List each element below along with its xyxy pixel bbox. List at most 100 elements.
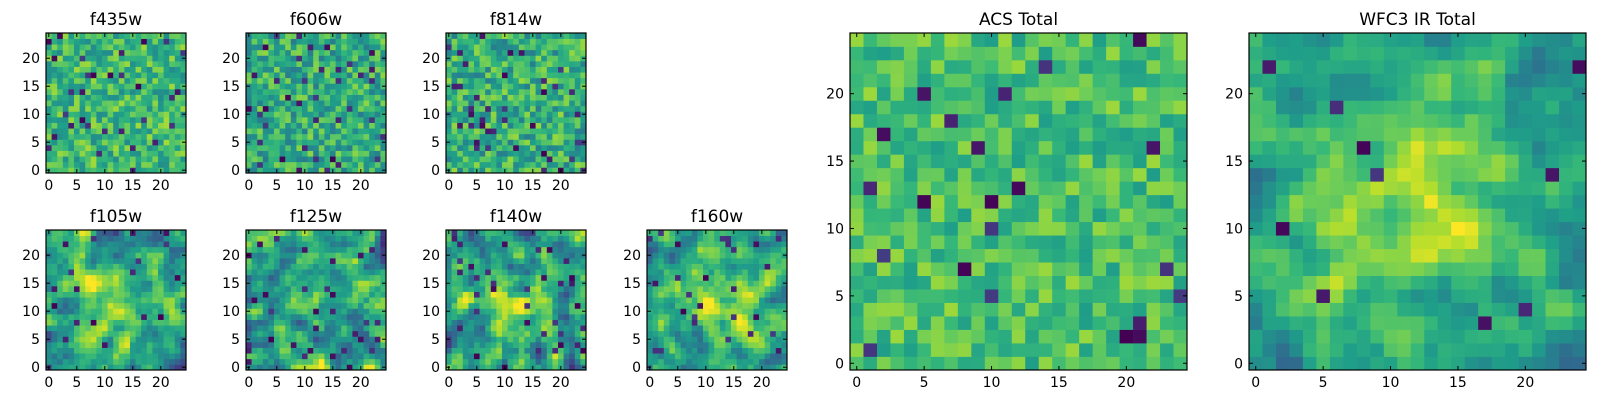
heatmap-cell xyxy=(714,330,721,337)
heatmap-cell xyxy=(759,269,765,276)
heatmap-cell xyxy=(290,105,297,112)
heatmap-cell xyxy=(462,55,469,62)
heatmap-cell xyxy=(352,133,359,140)
heatmap-cell xyxy=(163,230,170,236)
heatmap-cell xyxy=(479,353,486,360)
heatmap-cell xyxy=(174,38,181,45)
heatmap-cell xyxy=(574,161,581,168)
heatmap-cell xyxy=(285,38,292,45)
heatmap-cell xyxy=(708,230,715,236)
heatmap-cell xyxy=(541,325,548,332)
heatmap-cell xyxy=(714,269,721,276)
heatmap-cell xyxy=(251,336,258,343)
heatmap-cell xyxy=(876,356,891,371)
heatmap-cell xyxy=(490,330,497,337)
heatmap-cell xyxy=(944,221,959,236)
heatmap-cell xyxy=(107,77,114,84)
heatmap-cell xyxy=(279,319,286,326)
heatmap-cell xyxy=(446,122,452,129)
heatmap-cell xyxy=(169,61,176,67)
heatmap-cell xyxy=(279,347,286,354)
heatmap-cell xyxy=(169,263,176,270)
heatmap-cell xyxy=(341,145,348,151)
heatmap-cell xyxy=(686,336,693,343)
heatmap-cell xyxy=(380,105,387,112)
heatmap-cell xyxy=(251,230,258,236)
heatmap-cell xyxy=(118,269,125,276)
heatmap-cell xyxy=(490,83,497,90)
heatmap-cell xyxy=(68,38,75,45)
heatmap-cell xyxy=(736,347,743,354)
heatmap-cell xyxy=(85,258,92,264)
heatmap-cell xyxy=(180,274,187,281)
heatmap-cell xyxy=(569,33,576,39)
heatmap-cell xyxy=(513,314,520,320)
heatmap-cell xyxy=(46,44,52,51)
y-tick-label: 20 xyxy=(422,51,440,67)
heatmap-cell xyxy=(124,269,131,276)
heatmap-cell xyxy=(257,33,264,39)
heatmap-cell xyxy=(502,139,508,146)
heatmap-cell xyxy=(257,72,264,79)
heatmap-cell xyxy=(446,330,452,337)
heatmap-cell xyxy=(163,252,170,259)
heatmap-cell xyxy=(558,347,564,354)
heatmap-cell xyxy=(876,167,891,182)
heatmap-cell xyxy=(68,33,75,39)
heatmap-cell xyxy=(903,329,918,344)
heatmap-cell xyxy=(507,156,514,163)
heatmap-cell xyxy=(369,139,376,146)
x-tick-label: 5 xyxy=(673,375,682,391)
panel-title: f814w xyxy=(490,10,542,30)
heatmap-cell xyxy=(1025,275,1040,290)
heatmap-cell xyxy=(490,105,497,112)
heatmap-cell xyxy=(502,358,508,365)
heatmap-cell xyxy=(725,246,732,253)
heatmap-cell xyxy=(180,297,187,304)
heatmap-cell xyxy=(262,230,269,236)
heatmap-cell xyxy=(524,235,531,242)
heatmap-cell xyxy=(335,314,342,320)
heatmap-cell xyxy=(742,302,749,309)
heatmap-cell xyxy=(107,291,114,298)
heatmap-cell xyxy=(274,49,280,56)
heatmap-cell xyxy=(518,66,525,73)
heatmap-cell xyxy=(163,241,170,248)
heatmap-cell xyxy=(141,44,148,51)
heatmap-cell xyxy=(552,77,559,84)
heatmap-cell xyxy=(363,330,370,337)
heatmap-cell xyxy=(569,297,576,304)
heatmap-cell xyxy=(479,33,486,39)
heatmap-cell xyxy=(307,156,314,163)
heatmap-cell xyxy=(274,252,280,259)
heatmap-cell xyxy=(163,353,170,360)
heatmap-cell xyxy=(96,330,103,337)
heatmap-cell xyxy=(457,66,464,73)
heatmap-cell xyxy=(513,156,520,163)
heatmap-cell xyxy=(146,44,153,51)
heatmap-cell xyxy=(731,319,737,326)
heatmap-cell xyxy=(658,235,665,242)
heatmap-cell xyxy=(451,297,458,304)
heatmap-cell xyxy=(917,208,932,223)
heatmap-cells xyxy=(647,230,788,371)
heatmap-cell xyxy=(90,241,97,248)
heatmap-cell xyxy=(474,117,480,123)
heatmap-cell xyxy=(563,252,570,259)
heatmap-cell xyxy=(180,286,187,292)
heatmap-cells xyxy=(850,33,1188,371)
heatmap-cell xyxy=(574,269,581,276)
heatmap-cells xyxy=(46,33,187,174)
heatmap-cell xyxy=(124,302,131,309)
heatmap-cell xyxy=(62,94,69,101)
heatmap-cell xyxy=(285,139,292,146)
heatmap-cell xyxy=(742,330,749,337)
heatmap-cell xyxy=(124,117,131,123)
heatmap-cell xyxy=(96,252,103,259)
heatmap-cell xyxy=(68,347,75,354)
heatmap-cell xyxy=(468,314,475,320)
heatmap-cell xyxy=(558,44,564,51)
heatmap-cell xyxy=(1052,302,1067,317)
heatmap-cell xyxy=(669,230,676,236)
heatmap-cell xyxy=(279,66,286,73)
